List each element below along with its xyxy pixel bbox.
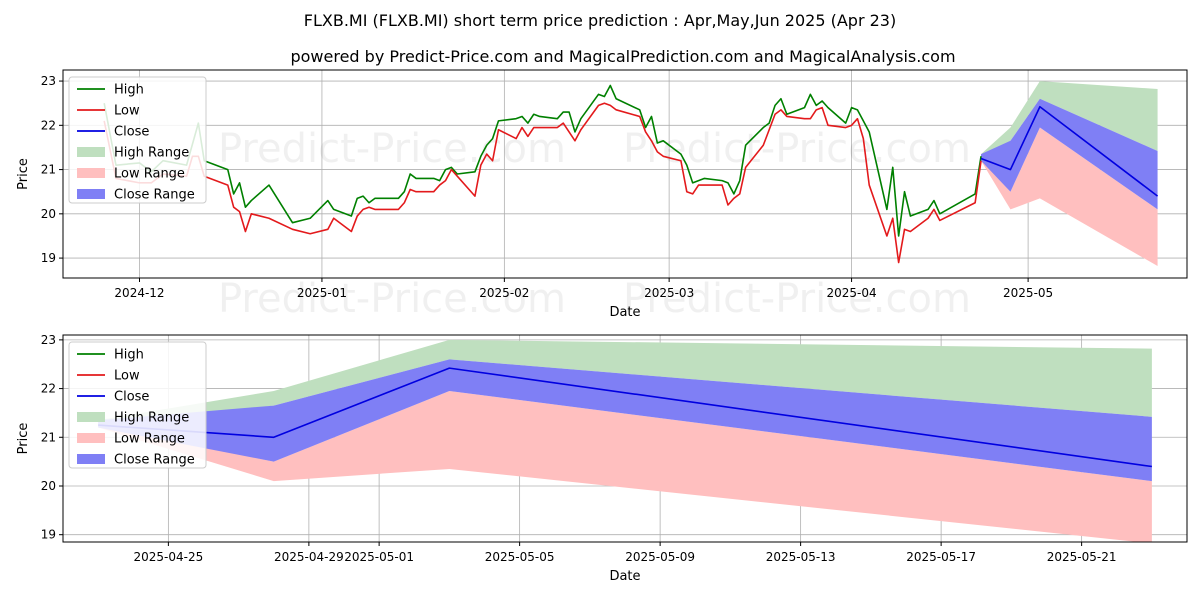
- bottom-panel: Predict-Price.comPredict-Price.com192021…: [16, 333, 1188, 584]
- y-axis-label: Price: [16, 158, 31, 190]
- x-tick-label: 2025-04-29: [274, 550, 344, 564]
- y-tick-label: 19: [41, 528, 56, 542]
- legend-label: Low Range: [114, 432, 185, 447]
- x-tick-label: 2025-05-05: [485, 550, 555, 564]
- x-tick-label: 2025-04-25: [134, 550, 204, 564]
- legend-label: Low: [114, 104, 140, 119]
- close-range-band: [98, 359, 1152, 482]
- legend-label: Close Range: [114, 453, 195, 468]
- y-tick-label: 23: [41, 74, 56, 88]
- watermark-text: Predict-Price.com: [218, 126, 566, 172]
- legend: High Low Close High Range Low Range Close Ran…: [68, 341, 207, 469]
- axes-frame: [62, 334, 1188, 543]
- legend: High Low Close High Range Low Range Close Ran…: [68, 76, 207, 204]
- x-tick-label: 2025-05-01: [344, 550, 414, 564]
- legend-swatch-close-range: [77, 189, 105, 199]
- axes-frame: [62, 69, 1188, 279]
- high-series-line: [103, 84, 982, 237]
- y-tick-label: 21: [41, 163, 56, 177]
- x-tick-label: 2025-04: [826, 286, 876, 300]
- x-axis-label: Date: [609, 569, 640, 584]
- x-tick-label: 2025-05-17: [906, 550, 976, 564]
- close-series-line: [980, 105, 1159, 197]
- plot-area: [98, 339, 1152, 542]
- y-tick-label: 22: [41, 118, 56, 132]
- y-tick-label: 22: [41, 382, 56, 396]
- high-range-band: [981, 81, 1158, 159]
- legend-swatch-close-range: [77, 454, 105, 464]
- y-axis-label: Price: [16, 423, 31, 455]
- chart-subtitle: powered by Predict-Price.com and Magical…: [290, 47, 955, 66]
- legend-label: Close: [114, 390, 149, 405]
- chart-title: FLXB.MI (FLXB.MI) short term price predi…: [304, 11, 896, 30]
- high-range-band: [98, 339, 1152, 426]
- watermark-text: Predict-Price.com: [623, 276, 971, 322]
- legend-label: High: [114, 83, 144, 98]
- legend-label: Low: [114, 369, 140, 384]
- legend-label: Close: [114, 125, 149, 140]
- legend-label: Low Range: [114, 167, 185, 182]
- x-tick-label: 2025-05-13: [766, 550, 836, 564]
- legend-label: High: [114, 348, 144, 363]
- x-tick-label: 2024-12: [114, 286, 164, 300]
- low-range-band: [98, 391, 1152, 542]
- low-series-line: [103, 102, 982, 264]
- x-tick-label: 2025-05-21: [1047, 550, 1117, 564]
- legend-swatch-low-range: [77, 433, 105, 443]
- y-tick-label: 23: [41, 333, 56, 347]
- y-tick-label: 19: [41, 251, 56, 265]
- top-panel: Predict-Price.com Predict-Price.com Predic…: [16, 69, 1188, 322]
- legend-label: Close Range: [114, 188, 195, 203]
- watermark-text: Predict-Price.com: [218, 276, 566, 322]
- close-range-band: [981, 98, 1158, 210]
- legend-swatch-high-range: [77, 147, 105, 157]
- legend-swatch-high-range: [77, 412, 105, 422]
- low-range-band: [981, 127, 1158, 267]
- x-axis-label: Date: [609, 305, 640, 320]
- x-tick-label: 2025-05-09: [625, 550, 695, 564]
- x-tick-label: 2025-01: [297, 286, 347, 300]
- y-tick-label: 21: [41, 430, 56, 444]
- legend-swatch-low-range: [77, 168, 105, 178]
- legend-label: High Range: [114, 146, 189, 161]
- plot-area: [103, 81, 1159, 267]
- x-tick-label: 2025-05: [1003, 286, 1053, 300]
- x-tick-label: 2025-03: [644, 286, 694, 300]
- x-tick-label: 2025-02: [479, 286, 529, 300]
- legend-label: High Range: [114, 411, 189, 426]
- y-tick-label: 20: [41, 207, 56, 221]
- y-tick-label: 20: [41, 479, 56, 493]
